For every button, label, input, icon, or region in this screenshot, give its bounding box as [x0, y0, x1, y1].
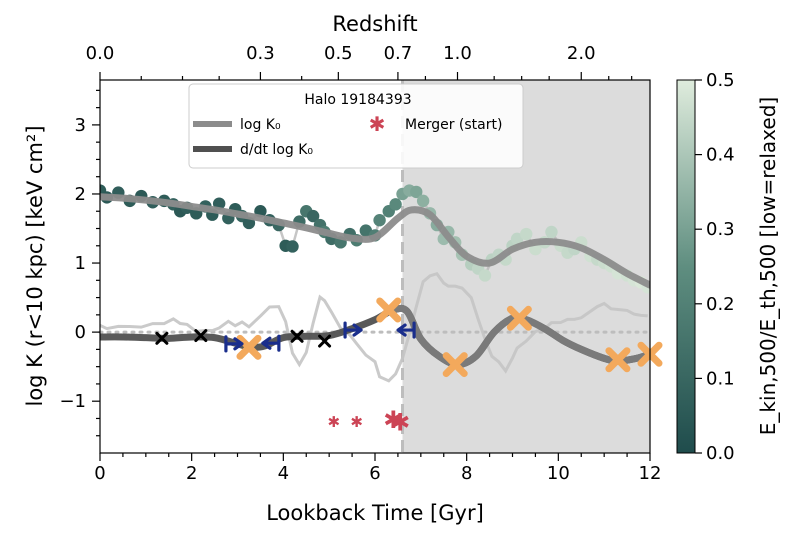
k0-data-point: [306, 209, 320, 223]
orange-x-marker: [506, 305, 532, 331]
blue-start-marker: [343, 321, 363, 339]
x-tick-label: 10: [547, 463, 570, 484]
black-x-marker: [290, 329, 304, 343]
merger-star-marker: ✱: [327, 413, 340, 431]
k0-data-point: [410, 185, 423, 199]
orange-x-marker: [376, 297, 402, 323]
y-tick-label: 3: [75, 115, 86, 136]
x-tick-label: 4: [278, 463, 289, 484]
k0-data-point: [359, 224, 373, 237]
merger-star-marker: ✱: [390, 408, 410, 436]
smooth-k0-line: [100, 193, 650, 289]
top-tick-label: 1.0: [443, 43, 472, 64]
top-tick-label: 0.5: [324, 43, 353, 64]
x-tick-label: 0: [94, 463, 105, 484]
raw-derivative-line: [100, 271, 648, 383]
x-tick-label: 8: [461, 463, 472, 484]
smooth-curve-layer: [100, 193, 650, 369]
colorbar-label-text: E_kin,500/E_th,500 [low=relaxed]: [756, 97, 780, 435]
black-x-marker: [194, 329, 208, 343]
legend-derivative-label: d/dt log K₀: [240, 142, 313, 158]
y-tick-label: 0: [75, 322, 86, 343]
legend-merger-star-icon: ✱: [369, 112, 386, 136]
black-x-marker: [318, 334, 332, 348]
k0-data-point: [286, 240, 299, 253]
y-tick-label: 2: [75, 184, 86, 205]
orange-x-marker: [605, 347, 631, 373]
k0-data-point: [545, 225, 558, 239]
colorbar-tick-label: 0.1: [706, 368, 735, 389]
legend-k0-label: log K₀: [240, 117, 281, 133]
k0-data-point: [373, 214, 386, 227]
orange-x-marker: [442, 352, 468, 378]
orange-x-marker: [236, 334, 262, 360]
top-tick-label: 0.7: [384, 43, 413, 64]
colorbar-tick-label: 0.3: [706, 219, 735, 240]
legend-title: Halo 19184393: [304, 92, 411, 108]
colorbar-gradient: [676, 79, 696, 454]
blue-end-marker: [396, 321, 416, 339]
colorbar-tick-label: 0.2: [706, 294, 735, 315]
y-tick-label: −1: [59, 391, 86, 412]
k0-data-point: [510, 232, 524, 246]
y-tick-label: 1: [75, 253, 86, 274]
merger-star-marker: ✱: [350, 413, 363, 431]
colorbar-tick-label: 0.0: [706, 443, 735, 464]
merger-star-marker: ✱: [383, 406, 403, 434]
x-axis-label: Lookback Time [Gyr]: [266, 501, 484, 525]
colorbar-label: E_kin,500/E_th,500 [low=relaxed]: [756, 97, 780, 435]
legend: Halo 19184393 log K₀ d/dt log K₀ ✱ Merge…: [188, 83, 524, 169]
blue-start-marker: [224, 335, 244, 353]
colorbar-tick-label: 0.5: [706, 70, 735, 91]
top-tick-label: 0.3: [246, 43, 275, 64]
colorbar: 0.0 0.1 0.2 0.3 0.4 0.5 E_kin,500/E_th,500 [l…: [676, 70, 780, 464]
k0-data-point: [520, 227, 533, 241]
legend-box: [188, 83, 524, 169]
y-axis-label: log K (r<10 kpc) [keV cm²]: [23, 125, 47, 406]
top-tick-label: 0.0: [86, 43, 115, 64]
x-tick-label: 2: [186, 463, 197, 484]
x-tick-label: 6: [369, 463, 380, 484]
legend-merger-label: Merger (start): [405, 117, 502, 133]
k0-data-point: [416, 194, 430, 208]
top-axis-label: Redshift: [332, 12, 417, 36]
colorbar-tick-label: 0.4: [706, 145, 735, 166]
x-tick-label: 12: [639, 463, 662, 484]
derivative-line-post-merger: [391, 304, 650, 369]
colorbar-ticks: 0.0 0.1 0.2 0.3 0.4 0.5: [695, 70, 735, 464]
black-x-marker: [155, 331, 169, 345]
top-tick-label: 2.0: [567, 43, 596, 64]
k0-data-point: [478, 269, 492, 282]
k0-data-point: [389, 198, 402, 211]
blue-end-marker: [261, 334, 281, 352]
